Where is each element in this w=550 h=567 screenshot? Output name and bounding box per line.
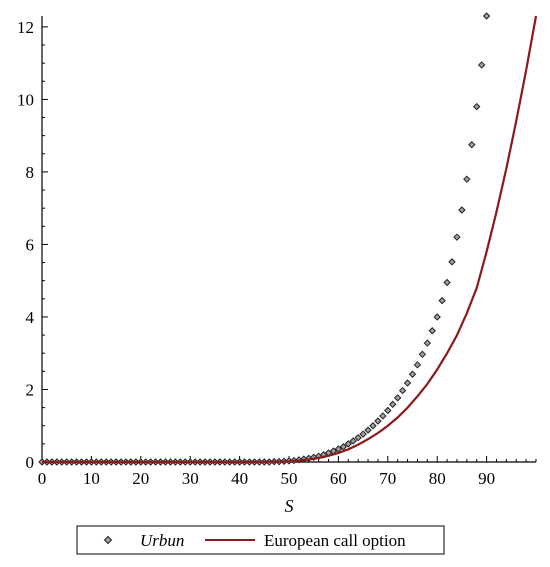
data-point-urbun [408, 370, 417, 378]
x-tick-label: 90 [478, 469, 495, 488]
x-tick-label: 50 [281, 469, 298, 488]
legend-label-european-call-option: European call option [264, 531, 406, 550]
legend-marker-urbun [103, 535, 113, 545]
y-tick-label: 4 [26, 308, 35, 327]
data-point-urbun [482, 12, 491, 20]
y-tick-label: 0 [26, 453, 35, 472]
data-point-urbun [369, 422, 377, 430]
data-point-urbun [458, 206, 466, 214]
data-point-urbun [344, 440, 352, 448]
data-point-urbun [384, 406, 392, 415]
data-point-urbun [453, 233, 461, 241]
data-point-urbun [359, 430, 367, 438]
series-line-european-call-option [42, 15, 538, 464]
data-point-urbun [339, 443, 348, 451]
data-point-urbun [423, 339, 432, 347]
data-point-urbun [393, 394, 402, 402]
data-point-urbun [468, 141, 476, 149]
data-point-urbun [477, 61, 486, 69]
x-tick-label: 20 [132, 469, 149, 488]
x-tick-label: 40 [231, 469, 248, 488]
data-point-urbun [473, 102, 481, 111]
data-point-urbun [443, 278, 451, 287]
x-tick-label: 30 [182, 469, 199, 488]
x-tick-label: 60 [330, 469, 347, 488]
data-point-urbun [428, 327, 436, 335]
data-point-urbun [413, 361, 422, 369]
data-point-urbun [389, 400, 397, 409]
data-point-urbun [438, 296, 446, 305]
data-point-urbun [418, 350, 427, 359]
series-layer [38, 12, 538, 466]
data-point-urbun [403, 379, 412, 387]
y-tick-label: 2 [26, 380, 35, 399]
legend: Urbun European call option [76, 525, 445, 555]
data-point-urbun [349, 437, 357, 445]
y-tick-label: 10 [17, 90, 34, 109]
y-tick-label: 6 [26, 235, 35, 254]
data-point-urbun [379, 412, 387, 420]
legend-label-urbun: Urbun [140, 531, 184, 550]
data-point-urbun [448, 258, 456, 266]
data-point-urbun [374, 417, 382, 425]
data-point-urbun [398, 386, 407, 395]
data-point-urbun [433, 313, 441, 321]
x-tick-label: 70 [379, 469, 396, 488]
x-tick-label: 0 [38, 469, 47, 488]
x-tick-label: 80 [429, 469, 446, 488]
x-tick-label: 10 [83, 469, 100, 488]
legend-box [76, 525, 445, 555]
x-axis-label: S [285, 496, 294, 516]
y-tick-label: 8 [26, 163, 35, 182]
data-point-urbun [364, 426, 372, 434]
y-tick-label: 12 [17, 18, 34, 37]
data-point-urbun [463, 175, 471, 183]
data-point-urbun [354, 433, 362, 442]
axes: 0 10 20 30 40 50 60 70 80 90 0 2 4 6 8 10 12 [17, 16, 537, 488]
